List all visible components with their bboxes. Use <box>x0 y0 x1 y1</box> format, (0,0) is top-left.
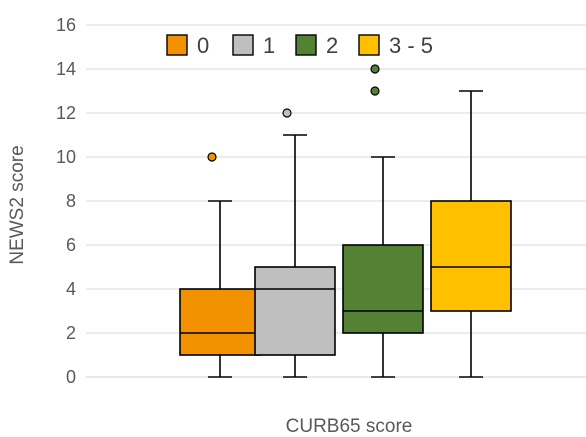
box-group <box>342 64 424 378</box>
box <box>179 288 261 356</box>
legend-item: 0 <box>166 33 209 58</box>
y-tick-label: 10 <box>56 147 76 167</box>
gridlines <box>86 24 586 378</box>
box <box>254 266 336 356</box>
legend-item: 1 <box>232 33 275 58</box>
legend-swatch <box>295 34 317 56</box>
legend-item: 3 - 5 <box>358 33 433 58</box>
y-tick-label: 2 <box>66 323 76 343</box>
legend-label: 2 <box>326 33 338 58</box>
legend-swatch <box>166 34 188 56</box>
legend-label: 3 - 5 <box>389 33 433 58</box>
box-group <box>254 108 336 378</box>
outlier-point <box>370 86 380 96</box>
outlier-point <box>282 108 292 118</box>
y-tick-label: 12 <box>56 103 76 123</box>
outlier-point <box>207 152 217 162</box>
y-tick-label: 0 <box>66 367 76 387</box>
box-plot-series <box>179 64 512 378</box>
box-group <box>430 90 512 378</box>
y-tick-label: 16 <box>56 15 76 35</box>
y-axis-label: NEWS2 score <box>7 145 28 264</box>
y-axis-tick-labels: 0 2 4 6 8 10 12 14 16 <box>56 15 76 387</box>
box <box>430 200 512 312</box>
y-tick-label: 6 <box>66 235 76 255</box>
y-tick-label: 8 <box>66 191 76 211</box>
outlier-point <box>370 64 380 74</box>
legend-label: 1 <box>263 33 275 58</box>
box-group <box>179 152 261 378</box>
y-tick-label: 4 <box>66 279 76 299</box>
x-axis-label: CURB65 score <box>286 416 413 437</box>
legend: 0 1 2 3 - 5 <box>166 33 433 58</box>
legend-label: 0 <box>197 33 209 58</box>
box <box>342 244 424 334</box>
legend-swatch <box>358 34 380 56</box>
legend-swatch <box>232 34 254 56</box>
legend-item: 2 <box>295 33 338 58</box>
y-tick-label: 14 <box>56 59 76 79</box>
